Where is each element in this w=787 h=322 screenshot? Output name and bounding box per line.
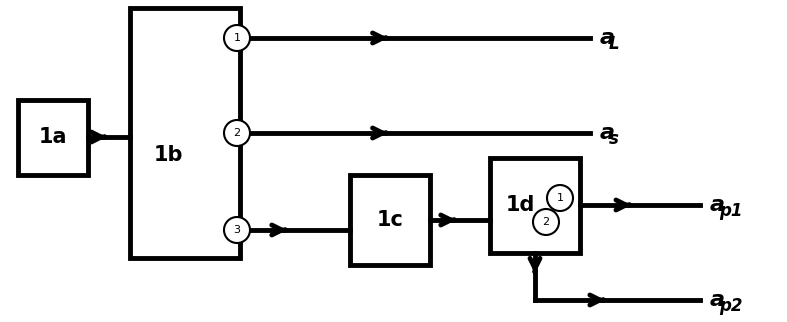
Bar (490, 158, 580, 253)
Text: 1a: 1a (39, 127, 67, 147)
Bar (350, 175, 430, 265)
Text: s: s (609, 129, 619, 147)
Text: 1: 1 (234, 33, 241, 43)
Text: a: a (600, 28, 615, 48)
Text: 3: 3 (234, 225, 241, 235)
Text: p1: p1 (719, 202, 742, 220)
Text: p2: p2 (719, 297, 742, 315)
Text: 2: 2 (542, 217, 549, 227)
Text: 1b: 1b (153, 145, 183, 165)
Circle shape (533, 209, 559, 235)
Text: 1d: 1d (505, 195, 534, 215)
Text: 2: 2 (234, 128, 241, 138)
Circle shape (547, 185, 573, 211)
Circle shape (224, 217, 250, 243)
Text: a: a (600, 123, 615, 143)
Bar (18, 100, 88, 175)
Text: a: a (710, 195, 725, 215)
Text: L: L (609, 34, 619, 52)
Text: a: a (710, 290, 725, 310)
Bar (130, 8, 240, 258)
Text: 1: 1 (556, 193, 563, 203)
Text: 1c: 1c (376, 210, 404, 230)
Circle shape (224, 120, 250, 146)
Circle shape (224, 25, 250, 51)
